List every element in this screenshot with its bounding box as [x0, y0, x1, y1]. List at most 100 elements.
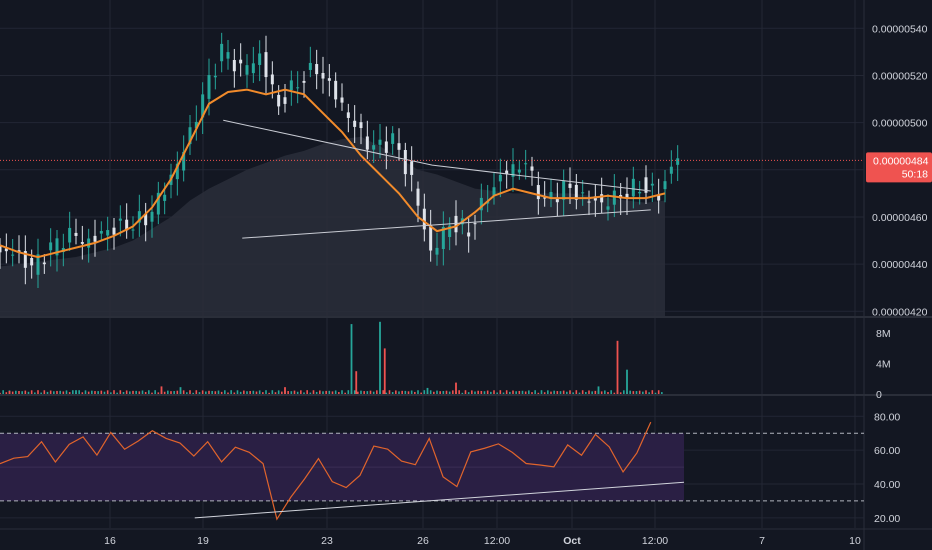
- volume-bar: [135, 390, 137, 394]
- candle-body: [410, 161, 414, 175]
- volume-bar: [648, 392, 650, 394]
- volume-bar: [591, 391, 593, 394]
- volume-bar: [243, 390, 245, 394]
- volume-bar: [49, 390, 52, 394]
- volume-bar: [30, 390, 33, 394]
- candle-body: [220, 43, 224, 62]
- candle-body: [454, 215, 458, 233]
- volume-bar: [638, 390, 641, 394]
- volume-bar: [499, 390, 502, 394]
- candle-body: [397, 143, 401, 150]
- volume-bar: [493, 390, 495, 394]
- candle-body: [68, 227, 72, 243]
- volume-bar: [483, 391, 486, 394]
- candle-body: [638, 192, 642, 194]
- volume-bar: [246, 391, 248, 394]
- volume-bar: [62, 391, 65, 394]
- candle-body: [232, 59, 236, 72]
- volume-bar: [195, 390, 198, 394]
- rsi-tick-label: 80.00: [874, 411, 900, 423]
- volume-bar: [106, 390, 109, 394]
- volume-bar: [581, 390, 584, 394]
- volume-bar: [420, 392, 422, 394]
- volume-bar: [414, 391, 416, 394]
- volume-bar: [170, 391, 172, 394]
- candle-body: [150, 211, 154, 222]
- volume-bar: [632, 391, 635, 394]
- volume-bar: [442, 391, 445, 394]
- candle-body: [302, 80, 306, 83]
- triangle-pattern: [223, 119, 651, 239]
- volume-bar: [312, 390, 315, 394]
- volume-bar: [201, 390, 204, 394]
- volume-bar: [372, 391, 375, 394]
- volume-bar: [224, 390, 226, 394]
- volume-bar: [543, 392, 546, 394]
- candle-body: [536, 185, 540, 200]
- volume-bar: [268, 392, 270, 394]
- volume-bar: [347, 390, 350, 394]
- volume-spike: [179, 387, 182, 394]
- candle-body: [296, 87, 300, 89]
- candle-body: [321, 72, 325, 79]
- volume-bar: [239, 391, 242, 394]
- volume-bar: [97, 391, 99, 394]
- candle-body: [378, 139, 382, 145]
- price-series: [0, 32, 680, 289]
- volume-bar: [56, 390, 58, 394]
- volume-bar: [461, 392, 464, 394]
- volume-spike: [626, 369, 628, 394]
- candle-body: [137, 211, 141, 223]
- candle-body: [372, 145, 376, 150]
- volume-bar: [129, 391, 131, 394]
- candle-body: [327, 78, 331, 81]
- volume-bar: [464, 390, 467, 394]
- volume-bar: [233, 392, 236, 394]
- volume-bar: [559, 391, 562, 394]
- volume-bar: [423, 390, 426, 394]
- volume-tick-label: 8M: [876, 328, 891, 340]
- volume-bar: [144, 391, 147, 394]
- triangle-lower-line: [242, 209, 651, 239]
- candle-body: [562, 180, 566, 200]
- candle-body: [574, 184, 578, 200]
- price-tick-label: 0.00000460: [872, 212, 928, 224]
- candle-body: [676, 158, 680, 165]
- shaded-area: [0, 136, 665, 316]
- volume-spike: [426, 387, 429, 394]
- candle-body: [80, 242, 84, 244]
- volume-bar: [252, 390, 255, 394]
- volume-bar: [119, 390, 122, 394]
- volume-bar: [360, 390, 362, 394]
- volume-spike: [355, 371, 358, 394]
- candle-body: [175, 163, 179, 180]
- volume-bar: [230, 390, 232, 394]
- volume-bar: [189, 390, 191, 394]
- candle-body: [600, 194, 604, 203]
- volume-bar: [502, 392, 505, 394]
- volume-bar: [94, 391, 96, 394]
- volume-bar: [429, 390, 432, 394]
- volume-bar: [486, 390, 489, 394]
- volume-bar: [474, 391, 476, 394]
- candle-body: [144, 213, 148, 226]
- candle-body: [112, 227, 116, 235]
- candle-body: [359, 122, 363, 129]
- volume-bar: [654, 392, 657, 394]
- candle-body: [416, 188, 420, 206]
- volume-bar: [448, 391, 451, 394]
- candle-body: [106, 230, 110, 236]
- volume-spike: [160, 386, 163, 394]
- volume-bar: [15, 390, 17, 394]
- volume-bar: [547, 390, 549, 394]
- volume-bar: [531, 392, 533, 394]
- volume-spike: [350, 324, 353, 394]
- time-tick-label: 26: [417, 535, 429, 547]
- volume-bar: [315, 391, 318, 394]
- volume-bar: [68, 392, 71, 394]
- volume-spike: [455, 382, 457, 394]
- volume-spike: [383, 348, 386, 394]
